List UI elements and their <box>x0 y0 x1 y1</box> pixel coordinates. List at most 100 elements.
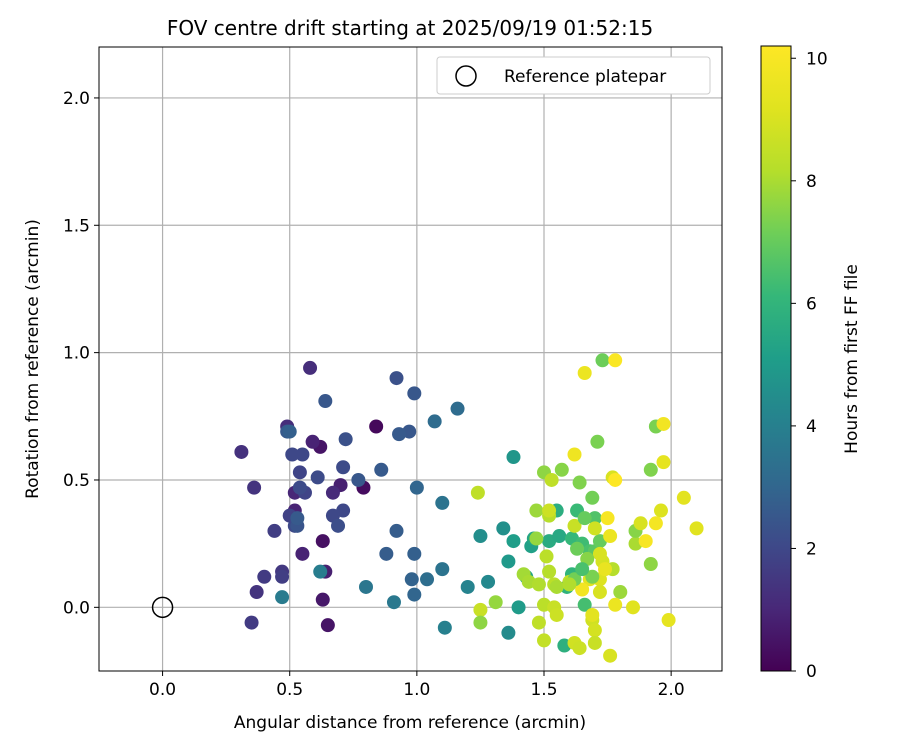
colorbar-ticks: 0 2 4 6 8 10 <box>791 49 828 682</box>
data-point <box>247 480 262 495</box>
data-point <box>234 444 249 459</box>
y-tick-label: 0.0 <box>63 598 90 618</box>
colorbar-tick-label: 10 <box>806 49 828 69</box>
data-point <box>633 516 648 531</box>
y-axis-label: Rotation from reference (arcmin) <box>23 219 43 499</box>
data-point <box>496 521 511 536</box>
data-point <box>603 648 618 663</box>
data-point <box>351 472 366 487</box>
data-point <box>598 562 613 577</box>
colorbar-tick-label: 0 <box>806 662 817 682</box>
reference-marker <box>151 596 174 619</box>
data-point <box>567 518 582 533</box>
colorbar-tick-label: 4 <box>806 417 817 437</box>
data-point <box>501 554 516 569</box>
data-point <box>315 534 330 549</box>
data-point <box>572 475 587 490</box>
data-point <box>488 595 503 610</box>
data-point <box>613 585 628 600</box>
data-point <box>404 572 419 587</box>
data-point <box>577 511 592 526</box>
data-point <box>295 447 310 462</box>
data-point <box>529 531 544 546</box>
data-point <box>608 472 623 487</box>
data-point <box>511 600 526 615</box>
data-point <box>409 480 424 495</box>
x-tick-label: 1.5 <box>530 680 557 700</box>
data-point <box>320 618 335 633</box>
y-tick-label: 0.5 <box>63 471 90 491</box>
data-point <box>585 569 600 584</box>
data-point <box>661 613 676 628</box>
data-point <box>643 557 658 572</box>
data-point <box>473 602 488 617</box>
data-point <box>531 577 546 592</box>
data-point <box>310 470 325 485</box>
data-point <box>552 529 567 544</box>
data-point <box>285 447 300 462</box>
data-point <box>386 595 401 610</box>
data-point <box>570 541 585 556</box>
data-point <box>549 607 564 622</box>
colorbar: 0 2 4 6 8 10 Hours from first FF file <box>760 45 862 682</box>
data-point <box>257 569 272 584</box>
x-tick-label: 1.0 <box>403 680 430 700</box>
data-points <box>234 353 704 663</box>
data-point <box>435 562 450 577</box>
data-point <box>554 462 569 477</box>
data-point <box>292 465 307 480</box>
data-point <box>656 455 671 470</box>
data-point <box>608 353 623 368</box>
data-point <box>275 569 290 584</box>
data-point <box>506 534 521 549</box>
legend-box <box>436 56 711 95</box>
data-point <box>653 503 668 518</box>
data-point <box>676 490 691 505</box>
data-point <box>427 414 442 429</box>
data-point <box>643 462 658 477</box>
data-point <box>506 450 521 465</box>
data-point <box>338 432 353 447</box>
data-point <box>542 564 557 579</box>
data-point <box>450 401 465 416</box>
legend-label: Reference platepar <box>504 67 666 87</box>
data-point <box>592 585 607 600</box>
data-point <box>389 371 404 386</box>
data-point <box>470 485 485 500</box>
data-point <box>537 633 551 648</box>
data-point <box>575 582 590 597</box>
x-tick-label: 0.5 <box>276 680 303 700</box>
data-point <box>595 353 610 368</box>
data-point <box>529 503 544 518</box>
data-point <box>292 480 307 495</box>
data-point <box>592 546 607 561</box>
legend-marker <box>455 65 477 87</box>
data-point <box>638 534 653 549</box>
colorbar-tick-label: 8 <box>806 172 817 192</box>
data-point <box>389 523 404 538</box>
data-point <box>374 462 389 477</box>
data-point <box>295 546 310 561</box>
data-point <box>549 579 564 594</box>
data-point <box>544 472 559 487</box>
data-point <box>542 503 557 518</box>
x-tick-label: 0.0 <box>149 680 176 700</box>
data-point <box>460 579 475 594</box>
data-point <box>587 635 602 650</box>
data-point <box>531 615 546 630</box>
data-point <box>572 641 587 656</box>
reference-marker-group <box>151 596 174 619</box>
colorbar-gradient <box>760 45 792 672</box>
data-point <box>689 521 704 536</box>
data-point <box>562 577 577 592</box>
colorbar-tick-label: 6 <box>806 294 817 314</box>
data-point <box>585 607 600 622</box>
y-tick-label: 1.0 <box>63 344 90 364</box>
data-point <box>325 485 340 500</box>
data-point <box>290 511 305 526</box>
data-point <box>303 360 318 375</box>
x-axis-label: Angular distance from reference (arcmin) <box>234 713 586 733</box>
data-point <box>379 546 394 561</box>
data-point <box>585 490 600 505</box>
